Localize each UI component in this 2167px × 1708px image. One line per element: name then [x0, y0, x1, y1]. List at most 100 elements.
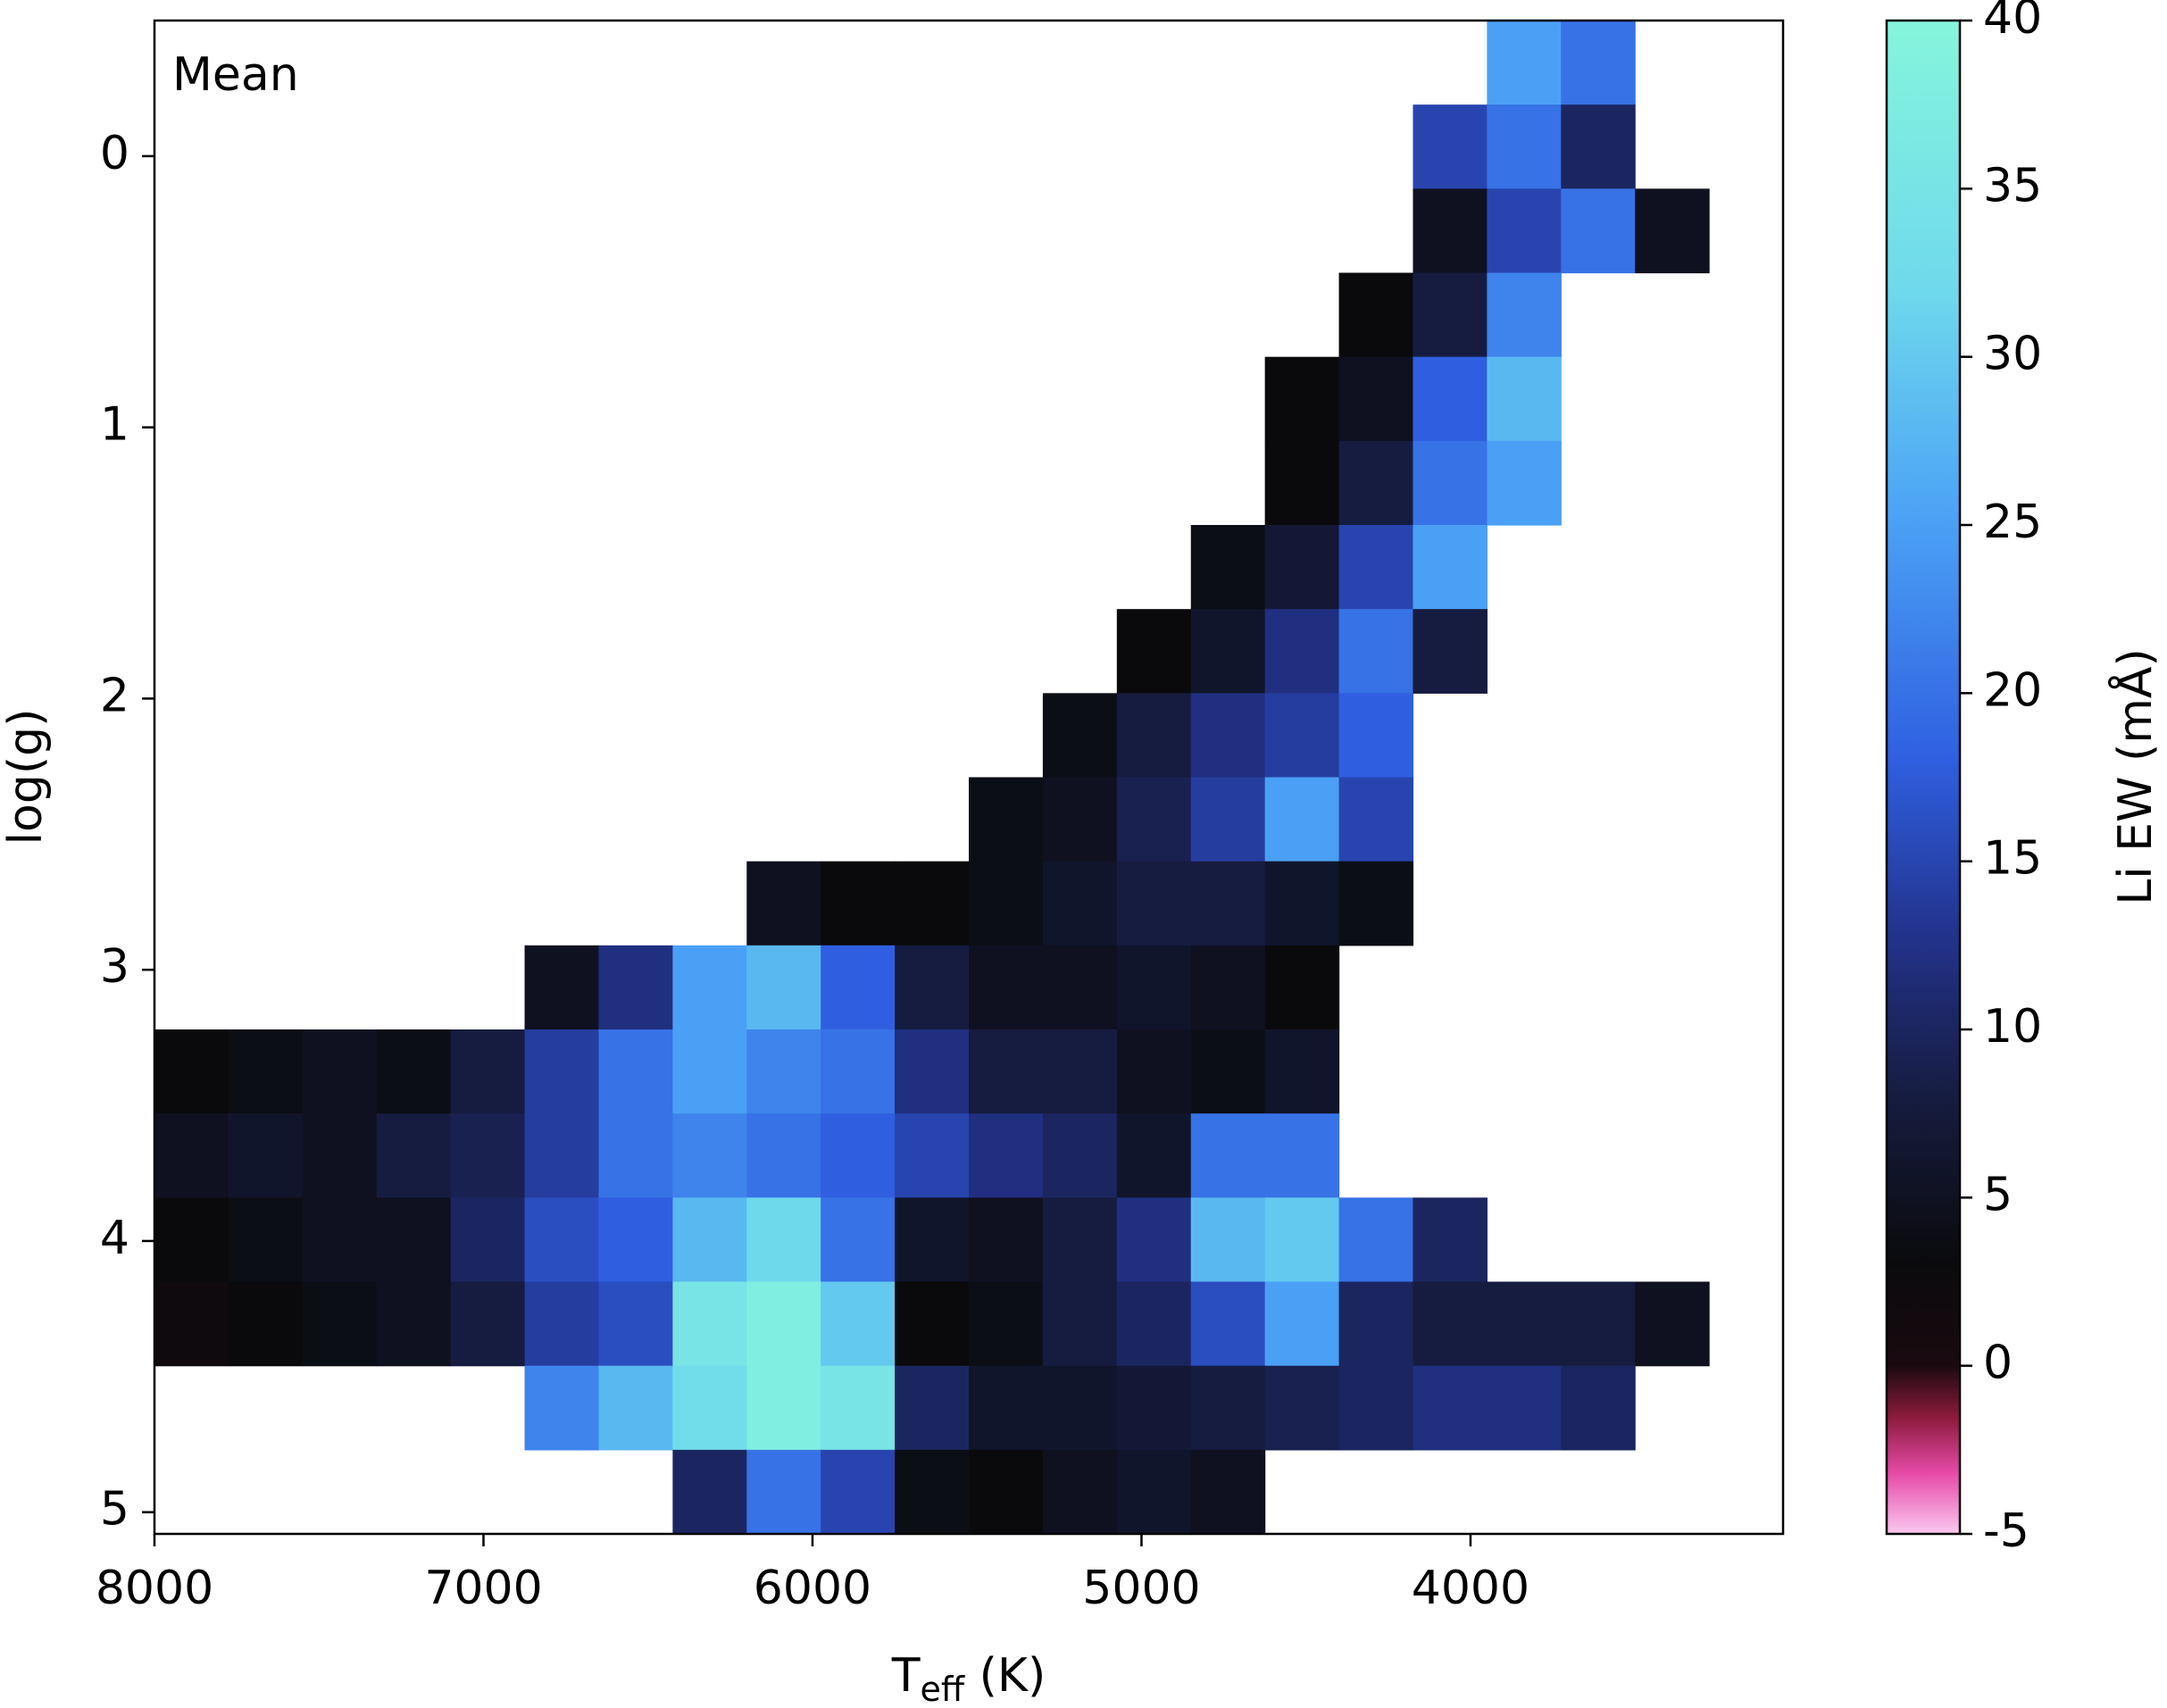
heatmap-cell — [1413, 356, 1488, 442]
heatmap-cell — [1264, 1365, 1340, 1451]
heatmap-cell — [1116, 777, 1192, 862]
heatmap-cell — [1413, 272, 1488, 358]
x-tick-label: 4000 — [1412, 1562, 1529, 1615]
y-tick-label: 5 — [100, 1483, 129, 1537]
colorbar-tick-label: 15 — [1983, 832, 2042, 886]
x-tick-label: 6000 — [754, 1562, 871, 1615]
annotation: Mean — [172, 48, 299, 102]
heatmap-cell — [969, 1113, 1044, 1198]
heatmap-cell — [1264, 777, 1340, 862]
heatmap-cell — [1042, 1113, 1118, 1198]
plot-frame — [153, 19, 1785, 1536]
heatmap-cell — [746, 1113, 821, 1198]
heatmap-cell — [450, 1029, 526, 1114]
heatmap-cell — [1487, 104, 1562, 189]
colorbar-tick-label: 35 — [1983, 159, 2042, 212]
colorbar-tick-label: 40 — [1983, 0, 2042, 45]
heatmap-cell — [1116, 1029, 1192, 1114]
heatmap-cell — [302, 1029, 378, 1114]
heatmap-cell — [821, 1365, 896, 1451]
colorbar-tick-label: 30 — [1983, 328, 2042, 381]
heatmap-cell — [746, 1365, 821, 1451]
heatmap-cell — [1116, 1365, 1192, 1451]
heatmap-cell — [598, 1029, 673, 1114]
heatmap-cell — [376, 1113, 452, 1198]
heatmap-cell — [1413, 1365, 1488, 1451]
heatmap-cell — [1413, 188, 1488, 274]
heatmap-cell — [154, 1197, 229, 1283]
x-label-main: T — [891, 1649, 921, 1703]
heatmap-cell — [1338, 609, 1414, 694]
heatmap-cell — [1338, 525, 1414, 610]
heatmap-cell — [1413, 440, 1488, 526]
y-tick-label: 3 — [100, 940, 129, 994]
heatmap-cell — [1487, 1365, 1562, 1451]
heatmap-cell — [1190, 1113, 1266, 1198]
heatmap-cell — [302, 1197, 378, 1283]
colorbar-tick-label: -5 — [1983, 1504, 2029, 1558]
heatmap-cell — [1338, 1365, 1414, 1451]
y-tick-label: 1 — [100, 398, 129, 452]
heatmap-cell — [1487, 1281, 1562, 1367]
heatmap-cell — [1190, 525, 1266, 610]
heatmap-cell — [1338, 440, 1414, 526]
heatmap-cell — [1561, 1281, 1636, 1367]
heatmap-cell — [969, 1197, 1044, 1283]
heatmap-cell — [450, 1281, 526, 1367]
heatmap-cell — [1190, 1281, 1266, 1367]
heatmap-cell — [1264, 1029, 1340, 1114]
heatmap-cell — [672, 945, 747, 1030]
heatmap-cell — [895, 1449, 970, 1535]
heatmap-cell — [1338, 356, 1414, 442]
heatmap-cell — [524, 1029, 600, 1114]
heatmap-cell — [821, 1449, 896, 1535]
heatmap-cell — [376, 1029, 452, 1114]
x-label-rest: (K) — [964, 1649, 1046, 1703]
heatmap-cell — [598, 945, 673, 1030]
heatmap-cell — [1264, 1281, 1340, 1367]
heatmap-cell — [1338, 777, 1414, 862]
heatmap-cell — [969, 861, 1044, 946]
heatmap-cell — [672, 1029, 747, 1114]
heatmap-cell — [672, 1197, 747, 1283]
heatmap-cell — [1116, 609, 1192, 694]
colorbar-tick-label: 0 — [1983, 1337, 2013, 1390]
colorbar-tick-label: 5 — [1983, 1168, 2013, 1221]
heatmap-cell — [1413, 609, 1488, 694]
heatmap-cell — [154, 1029, 229, 1114]
heatmap-cell — [1190, 1029, 1266, 1114]
heatmap-cell — [1561, 1365, 1636, 1451]
heatmap-cell — [1042, 945, 1118, 1030]
heatmap-cell — [746, 861, 821, 946]
heatmap-cell — [821, 1281, 896, 1367]
heatmap-cell — [1561, 104, 1636, 189]
heatmap-cell — [598, 1281, 673, 1367]
heatmap-cell — [302, 1113, 378, 1198]
heatmap-cell — [1561, 21, 1636, 105]
heatmap-cell — [895, 945, 970, 1030]
x-tick-label: 7000 — [424, 1562, 542, 1615]
heatmap-cell — [1338, 693, 1414, 779]
colorbar-tick-label: 20 — [1983, 663, 2042, 717]
heatmap-cell — [969, 1029, 1044, 1114]
heatmap-cell — [1264, 525, 1340, 610]
heatmap-cell — [1338, 272, 1414, 358]
heatmap-cell — [1338, 861, 1414, 946]
heatmap-cell — [1487, 21, 1562, 105]
y-axis-label: log(g) — [0, 709, 53, 846]
heatmap-cell — [969, 1365, 1044, 1451]
heatmap-cell — [1487, 356, 1562, 442]
heatmap-cell — [1116, 861, 1192, 946]
x-tick-label: 5000 — [1082, 1562, 1200, 1615]
heatmap-cell — [1042, 1197, 1118, 1283]
heatmap-cell — [1116, 1449, 1192, 1535]
heatmap-cell — [1042, 1365, 1118, 1451]
heatmap-cell — [1190, 609, 1266, 694]
heatmap-cell — [969, 777, 1044, 862]
heatmap-cell — [1116, 1197, 1192, 1283]
heatmap-cell — [969, 1281, 1044, 1367]
heatmap-cell — [1487, 440, 1562, 526]
heatmap-cell — [821, 861, 896, 946]
heatmap-cell — [1190, 1197, 1266, 1283]
heatmap-cell — [1190, 861, 1266, 946]
